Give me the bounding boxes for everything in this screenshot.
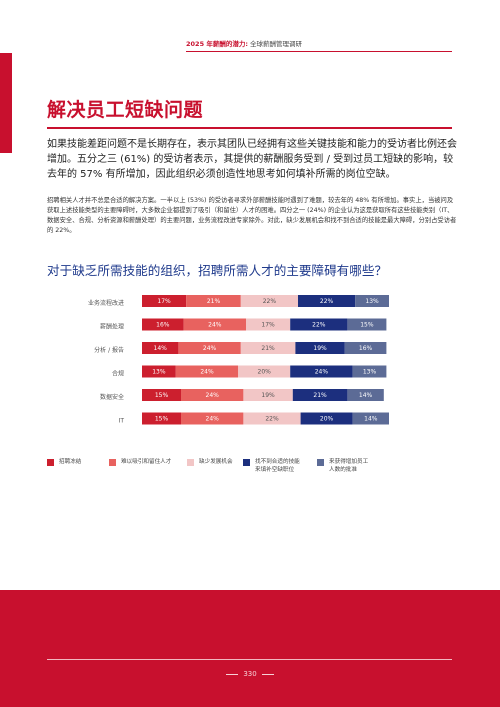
bar-value-label: 14% (359, 392, 373, 399)
bar-value-label: 15% (155, 392, 169, 399)
bar-segment (142, 295, 187, 307)
bar-segment (175, 365, 239, 378)
bar-value-label: 20% (258, 369, 272, 376)
bar-segment (298, 295, 356, 307)
category-label: 业务流程改进 (88, 299, 124, 307)
chart-question: 对于缺乏所需技能的组织，招聘所需人才的主要障碍有哪些？ (47, 263, 388, 278)
legend-item: 招聘冻结 (47, 458, 81, 466)
legend-swatch (47, 459, 54, 466)
legend-label: 难以吸引和留住人才 (121, 459, 172, 465)
bar-value-label: 21% (207, 298, 221, 305)
bar-segment (246, 318, 291, 331)
bar-value-label: 17% (157, 298, 171, 305)
bar-value-label: 21% (261, 345, 275, 352)
bar-value-label: 19% (313, 345, 327, 352)
bar-segment (142, 389, 181, 401)
header-title-prefix: 2025 年薪酬的潜力: (186, 40, 248, 48)
bar-value-label: 24% (200, 369, 214, 376)
bar-value-label: 17% (261, 322, 275, 329)
bar-segment (238, 365, 291, 378)
bar-value-label: 24% (203, 345, 217, 352)
bar-segment (142, 412, 181, 425)
body-paragraph: 招聘相关人才并不总是合适的解决方案。一半以上 (53%) 的受访者寻求外部薪酬技… (47, 197, 457, 234)
bar-segment (292, 389, 348, 401)
legend-label: 来获得增加员工 人数的批准 (329, 459, 369, 473)
bar-value-label: 22% (320, 298, 334, 305)
bar-segment (347, 389, 384, 401)
bar-segment (181, 412, 244, 425)
header-divider (186, 51, 452, 52)
bar-segment (352, 412, 389, 425)
bar-value-label: 20% (320, 416, 334, 423)
legend-label: 找不到合适的技能 来填补空缺职位 (255, 459, 300, 473)
bar-value-label: 19% (261, 392, 275, 399)
header-title-suffix: 全球薪酬管理调研 (247, 40, 303, 48)
bar-value-label: 15% (155, 416, 169, 423)
bar-segment (347, 318, 387, 331)
header-title: 2025 年薪酬的潜力: 全球薪酬管理调研 (186, 38, 302, 48)
bar-value-label: 22% (265, 416, 279, 423)
bar-value-label: 24% (315, 369, 329, 376)
section-title: 解决员工短缺问题 (47, 99, 204, 121)
bar-value-label: 13% (363, 369, 377, 376)
category-label: 薪酬处理 (100, 323, 124, 331)
page-number: 330 (0, 670, 500, 678)
bar-segment (243, 412, 301, 425)
category-label: 分析 / 报告 (94, 346, 124, 354)
bar-value-label: 24% (206, 416, 220, 423)
bar-segment (290, 365, 353, 378)
legend-label: 缺少发展机会 (199, 459, 233, 465)
bar-segment (243, 389, 293, 401)
bar-value-label: 15% (360, 322, 374, 329)
page-dash-left (226, 673, 239, 675)
legend-item: 找不到合适的技能 来填补空缺职位 (243, 458, 300, 474)
footer-red-block (0, 590, 500, 707)
bar-value-label: 16% (359, 345, 373, 352)
side-accent-tab (0, 53, 12, 153)
bar-value-label: 14% (364, 416, 378, 423)
bar-value-label: 24% (208, 322, 222, 329)
bar-segment (355, 295, 389, 307)
legend-swatch (187, 459, 194, 466)
legend-swatch (109, 459, 116, 466)
legend-item: 来获得增加员工 人数的批准 (317, 458, 368, 474)
legend-item: 难以吸引和留住人才 (109, 458, 171, 466)
legend-label: 招聘冻结 (59, 459, 82, 465)
bar-value-label: 13% (152, 369, 166, 376)
bar-segment (142, 365, 176, 378)
bar-segment (142, 342, 179, 354)
bar-segment (295, 342, 345, 354)
bar-value-label: 13% (365, 298, 379, 305)
bar-value-label: 22% (263, 298, 277, 305)
stacked-bar-chart: 业务流程改进 17% 21% 22% 22% 13% 薪酬处理 16% 24% 17% 22% 15%… (88, 295, 389, 425)
bar-segment (240, 342, 296, 354)
bar-segment (142, 318, 184, 331)
bar-segment (178, 342, 241, 354)
page-number-value: 330 (243, 670, 257, 678)
bar-value-label: 24% (206, 392, 220, 399)
bar-segment (186, 295, 241, 307)
legend-swatch (317, 459, 324, 466)
bar-segment (181, 389, 244, 401)
bar-value-label: 16% (156, 322, 170, 329)
bar-segment (290, 318, 348, 331)
bar-segment (300, 412, 353, 425)
bar-segment (352, 365, 387, 378)
bar-segment (183, 318, 246, 331)
bar-value-label: 21% (313, 392, 327, 399)
bar-value-label: 14% (154, 345, 168, 352)
title-divider (47, 127, 452, 129)
footer-divider (47, 659, 452, 660)
category-label: IT (119, 418, 125, 425)
bar-segment (240, 295, 298, 307)
category-label: 数据安全 (100, 393, 124, 401)
intro-paragraph: 如果技能差距问题不是长期存在，表示其团队已经拥有这些关键技能和能力的受访者比例还… (47, 139, 457, 180)
bar-value-label: 22% (312, 322, 326, 329)
legend-swatch (243, 459, 250, 466)
category-label: 合规 (112, 370, 124, 378)
bar-segment (344, 342, 387, 354)
legend-item: 缺少发展机会 (187, 458, 233, 466)
page-dash-right (261, 673, 274, 675)
